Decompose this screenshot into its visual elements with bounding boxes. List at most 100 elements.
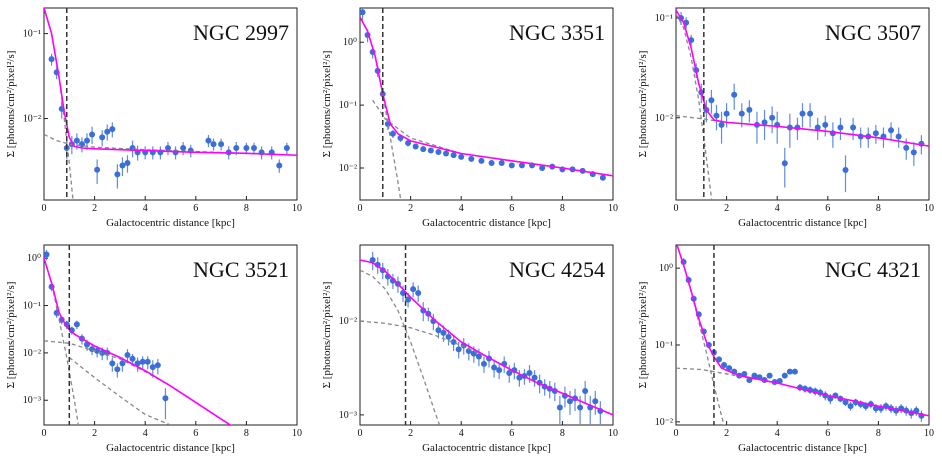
data-point bbox=[109, 126, 116, 133]
data-point bbox=[723, 110, 730, 117]
data-point bbox=[134, 360, 141, 367]
model-curve bbox=[676, 9, 929, 147]
x-tick-label: 6 bbox=[509, 203, 514, 214]
y-tick-label: 10⁻¹ bbox=[23, 301, 41, 312]
x-tick-label: 6 bbox=[509, 428, 514, 439]
data-point bbox=[205, 137, 212, 144]
component-curve bbox=[676, 245, 725, 425]
y-axis-label: Σ [photons/cm²/pixel²/s] bbox=[321, 282, 333, 389]
data-point bbox=[276, 162, 283, 169]
data-point bbox=[405, 139, 412, 146]
plot-area bbox=[44, 245, 232, 425]
data-point bbox=[124, 352, 131, 359]
data-point bbox=[44, 251, 50, 258]
x-axis-label: Galactocentric distance [kpc] bbox=[106, 217, 235, 229]
x-tick-label: 8 bbox=[560, 203, 565, 214]
data-point bbox=[104, 128, 111, 135]
data-point bbox=[149, 364, 156, 371]
data-point bbox=[862, 403, 869, 410]
data-point bbox=[847, 403, 854, 410]
data-point bbox=[791, 368, 798, 375]
data-point bbox=[139, 358, 146, 365]
x-tick-label: 0 bbox=[358, 203, 363, 214]
data-point bbox=[488, 160, 495, 167]
data-point bbox=[731, 91, 738, 98]
data-point bbox=[114, 171, 121, 178]
data-point bbox=[491, 364, 498, 371]
data-point bbox=[721, 361, 728, 368]
data-point bbox=[842, 166, 849, 173]
data-point bbox=[84, 137, 91, 144]
data-point bbox=[119, 360, 126, 367]
data-point bbox=[99, 134, 106, 141]
panel: 0 2 4 6 8 10 10⁻¹ 10⁻² Galactocentric distance [… bbox=[5, 7, 302, 229]
data-point bbox=[410, 286, 417, 293]
data-point bbox=[374, 261, 381, 268]
x-tick-label: 2 bbox=[408, 428, 413, 439]
x-axis-label: Galactocentric distance [kpc] bbox=[738, 217, 867, 229]
x-tick-label: 10 bbox=[292, 428, 302, 439]
data-point bbox=[124, 159, 131, 166]
data-point bbox=[895, 133, 902, 140]
x-tick-label: 4 bbox=[459, 428, 464, 439]
data-point bbox=[761, 119, 768, 126]
component-curve bbox=[44, 8, 74, 200]
x-axis-label: Galactocentric distance [kpc] bbox=[422, 442, 551, 454]
x-tick-label: 4 bbox=[143, 203, 148, 214]
data-point bbox=[713, 112, 720, 119]
model-curve bbox=[360, 259, 613, 416]
plot-area bbox=[44, 8, 297, 200]
data-point bbox=[180, 145, 187, 152]
y-tick-label: 10⁻² bbox=[23, 114, 41, 125]
panel-title: NGC 4321 bbox=[825, 257, 921, 282]
data-point bbox=[144, 358, 151, 365]
panel: 0 2 4 6 8 10 10⁰ 10⁻¹ 10⁻² Galactocentric distanc… bbox=[637, 244, 934, 454]
data-point bbox=[799, 110, 806, 117]
x-tick-label: 6 bbox=[825, 428, 830, 439]
plot-area bbox=[360, 8, 613, 200]
x-tick-label: 6 bbox=[193, 203, 198, 214]
data-point bbox=[910, 149, 917, 156]
x-tick-label: 8 bbox=[560, 428, 565, 439]
x-tick-label: 2 bbox=[92, 428, 97, 439]
data-point bbox=[109, 360, 116, 367]
data-point bbox=[68, 327, 75, 334]
y-tick-label: 10⁻¹ bbox=[655, 13, 673, 24]
data-point bbox=[458, 153, 465, 160]
panel-title: NGC 3351 bbox=[509, 20, 605, 45]
data-point bbox=[455, 346, 462, 353]
x-tick-label: 0 bbox=[358, 428, 363, 439]
data-point bbox=[496, 367, 503, 374]
data-point bbox=[73, 321, 80, 328]
data-point bbox=[516, 374, 523, 381]
data-point bbox=[478, 157, 485, 164]
panel: 0 2 4 6 8 10 10⁻² 10⁻³ Galactocentric distance [… bbox=[321, 244, 618, 454]
data-point bbox=[427, 147, 434, 154]
data-point bbox=[405, 296, 412, 303]
data-point bbox=[903, 144, 910, 151]
data-point bbox=[738, 110, 745, 117]
data-point bbox=[162, 395, 169, 402]
x-tick-label: 4 bbox=[775, 428, 780, 439]
x-tick-label: 2 bbox=[724, 428, 729, 439]
x-tick-label: 0 bbox=[42, 203, 47, 214]
y-axis-label: Σ [photons/cm²/pixel²/s] bbox=[637, 51, 649, 158]
data-point bbox=[129, 355, 136, 362]
component-curve bbox=[44, 340, 232, 425]
x-tick-label: 0 bbox=[674, 203, 679, 214]
data-point bbox=[539, 165, 546, 172]
model-curve bbox=[360, 16, 613, 177]
panel-title: NGC 3507 bbox=[825, 20, 921, 45]
x-tick-label: 2 bbox=[408, 203, 413, 214]
data-point bbox=[814, 124, 821, 131]
y-tick-label: 10⁻² bbox=[339, 316, 357, 327]
plot-frame bbox=[675, 244, 930, 426]
data-point bbox=[210, 141, 217, 148]
panel-title: NGC 3521 bbox=[193, 257, 289, 282]
data-point bbox=[807, 110, 814, 117]
y-tick-label: 10⁰ bbox=[659, 263, 673, 274]
data-point bbox=[781, 372, 788, 379]
x-tick-label: 0 bbox=[42, 428, 47, 439]
plot-area bbox=[360, 245, 613, 425]
